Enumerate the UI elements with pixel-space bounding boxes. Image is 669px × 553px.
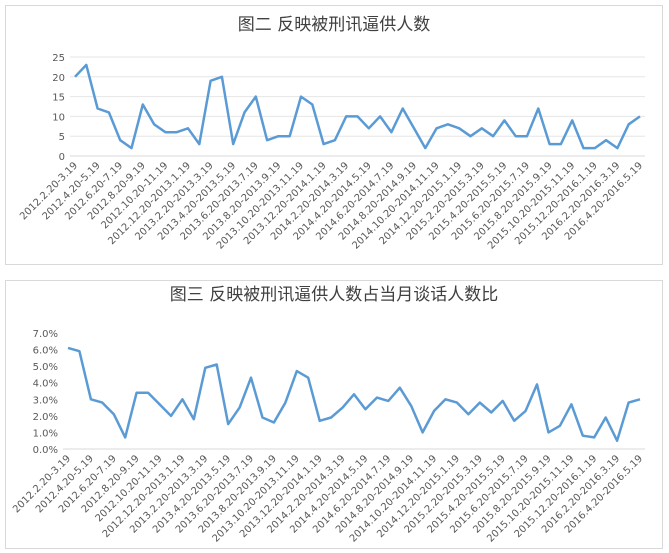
- y-tick-label: 0: [59, 152, 65, 163]
- y-tick-label: 5: [59, 132, 65, 143]
- chart-title: 图二 反映被刑讯逼供人数: [238, 15, 430, 35]
- y-tick-label: 6.0%: [33, 346, 58, 357]
- data-line: [74, 63, 641, 150]
- data-line: [67, 346, 641, 442]
- y-tick-label: 20: [52, 73, 65, 84]
- y-tick-label: 2.0%: [33, 412, 58, 423]
- y-tick-label: 0.0%: [33, 445, 58, 456]
- y-tick-label: 3.0%: [33, 395, 58, 406]
- y-tick-label: 7.0%: [33, 329, 58, 340]
- y-tick-label: 5.0%: [33, 362, 58, 373]
- y-tick-label: 15: [52, 93, 65, 104]
- y-tick-label: 25: [52, 53, 65, 64]
- y-tick-label: 1.0%: [33, 428, 58, 439]
- y-tick-label: 10: [52, 112, 65, 123]
- chart-frame: [5, 5, 663, 265]
- y-tick-label: 4.0%: [33, 379, 58, 390]
- chart-title: 图三 反映被刑讯逼供人数占当月谈话人数比: [170, 285, 498, 305]
